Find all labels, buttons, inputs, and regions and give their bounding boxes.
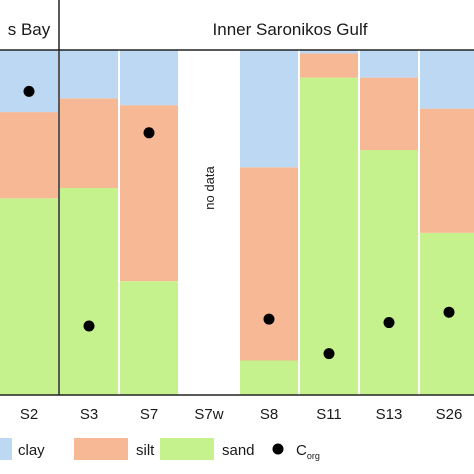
legend-swatch-clay xyxy=(0,438,12,460)
corg-marker-S8 xyxy=(263,313,275,325)
bar-silt-S13 xyxy=(360,77,418,151)
legend-swatch-silt xyxy=(74,438,128,460)
corg-markers-layer xyxy=(23,85,455,360)
bar-silt-S11 xyxy=(300,53,358,78)
region-label-inner-saronikos: Inner Saronikos Gulf xyxy=(213,20,368,39)
bar-sand-S3 xyxy=(60,188,118,395)
region-label-left: s Bay xyxy=(8,20,51,39)
legend-label-clay: clay xyxy=(18,442,45,459)
bar-sand-S13 xyxy=(360,150,418,395)
legend-label-corg: Corg xyxy=(296,442,320,461)
bar-silt-S26 xyxy=(420,108,474,233)
legend-label-silt: silt xyxy=(136,442,155,459)
x-tick-S2: S2 xyxy=(20,406,38,423)
bar-silt-S8 xyxy=(240,167,298,361)
bar-clay-S13 xyxy=(360,50,418,78)
bar-clay-S11 xyxy=(300,50,358,54)
legend-marker-corg xyxy=(272,443,284,455)
bars-layer xyxy=(0,50,474,395)
x-tick-S11: S11 xyxy=(316,406,342,423)
x-tick-S8: S8 xyxy=(260,406,278,423)
corg-marker-S13 xyxy=(383,317,395,329)
x-tick-S7: S7 xyxy=(140,406,158,423)
corg-marker-S7 xyxy=(143,127,155,139)
x-tick-S7w: S7w xyxy=(194,406,223,423)
legend: clay silt sand Corg xyxy=(0,438,320,461)
bar-clay-S3 xyxy=(60,50,118,99)
bar-sand-S11 xyxy=(300,77,358,395)
bar-sand-S7 xyxy=(120,281,178,395)
corg-marker-S3 xyxy=(83,320,95,332)
corg-marker-S26 xyxy=(443,306,455,318)
bar-silt-S2 xyxy=(0,112,58,199)
bar-silt-S3 xyxy=(60,98,118,188)
legend-swatch-sand xyxy=(160,438,214,460)
x-tick-S26: S26 xyxy=(436,406,463,423)
no-data-label: no data xyxy=(202,166,217,210)
legend-label-sand: sand xyxy=(222,442,255,459)
bar-clay-S2 xyxy=(0,50,58,113)
labels-layer: S2 S3 S7 S7w no data S8 S11 S13 S26 s Bay Inner Sa… xyxy=(8,20,463,423)
frame-layer xyxy=(0,0,474,396)
bar-clay-S8 xyxy=(240,50,298,168)
bar-sand-S2 xyxy=(0,198,58,395)
corg-marker-S2 xyxy=(23,85,35,97)
x-tick-S13: S13 xyxy=(376,406,403,423)
bar-sand-S8 xyxy=(240,360,298,395)
x-tick-S3: S3 xyxy=(80,406,98,423)
bar-clay-S7 xyxy=(120,50,178,106)
bar-clay-S26 xyxy=(420,50,474,109)
corg-marker-S11 xyxy=(323,348,335,360)
